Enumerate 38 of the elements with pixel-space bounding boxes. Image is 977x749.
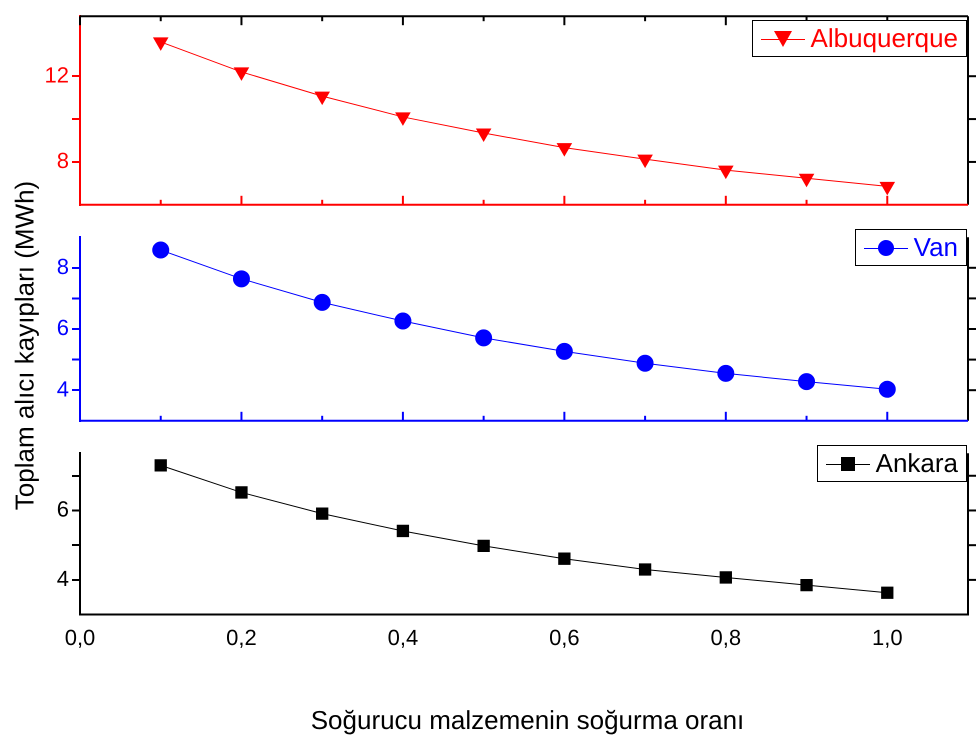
point [800, 578, 813, 592]
point [477, 540, 490, 552]
point [638, 563, 652, 576]
point [881, 586, 894, 599]
point [232, 270, 250, 288]
x-tick-label: 0,4 [388, 624, 418, 650]
point [798, 373, 816, 390]
legend-label: Ankara [876, 448, 958, 479]
x-axis-title: Soğurucu malzemenin soğurma oranı [310, 705, 746, 736]
y-tick-label: 8 [56, 254, 69, 279]
point [396, 524, 410, 538]
point [878, 380, 896, 398]
y-tick-label: 6 [56, 315, 69, 340]
y-tick-label: 4 [56, 566, 69, 591]
point [558, 552, 571, 565]
point [636, 354, 654, 372]
point [152, 242, 170, 259]
y-tick-label: 8 [56, 148, 69, 173]
x-tick-label: 1,0 [872, 624, 903, 650]
y-tick-label: 4 [56, 376, 69, 402]
legend-label: Van [914, 232, 958, 263]
point [235, 486, 248, 499]
y-axis-title: Toplam alıcı kayıpları (MWh) [10, 180, 40, 510]
point [394, 312, 412, 330]
x-tick-label: 0,6 [549, 624, 580, 650]
x-tick-label: 0,8 [710, 624, 742, 650]
point [475, 329, 492, 346]
x-tick-label: 0,0 [64, 624, 96, 650]
point [717, 364, 734, 382]
point [720, 571, 732, 584]
legend-label: Albuquerque [810, 23, 958, 54]
y-tick-label: 6 [56, 496, 69, 522]
point [314, 294, 331, 311]
x-tick-label: 0,2 [226, 624, 257, 650]
point [556, 342, 573, 360]
point [154, 459, 167, 472]
y-tick-label: 12 [44, 62, 69, 88]
point [316, 507, 328, 520]
